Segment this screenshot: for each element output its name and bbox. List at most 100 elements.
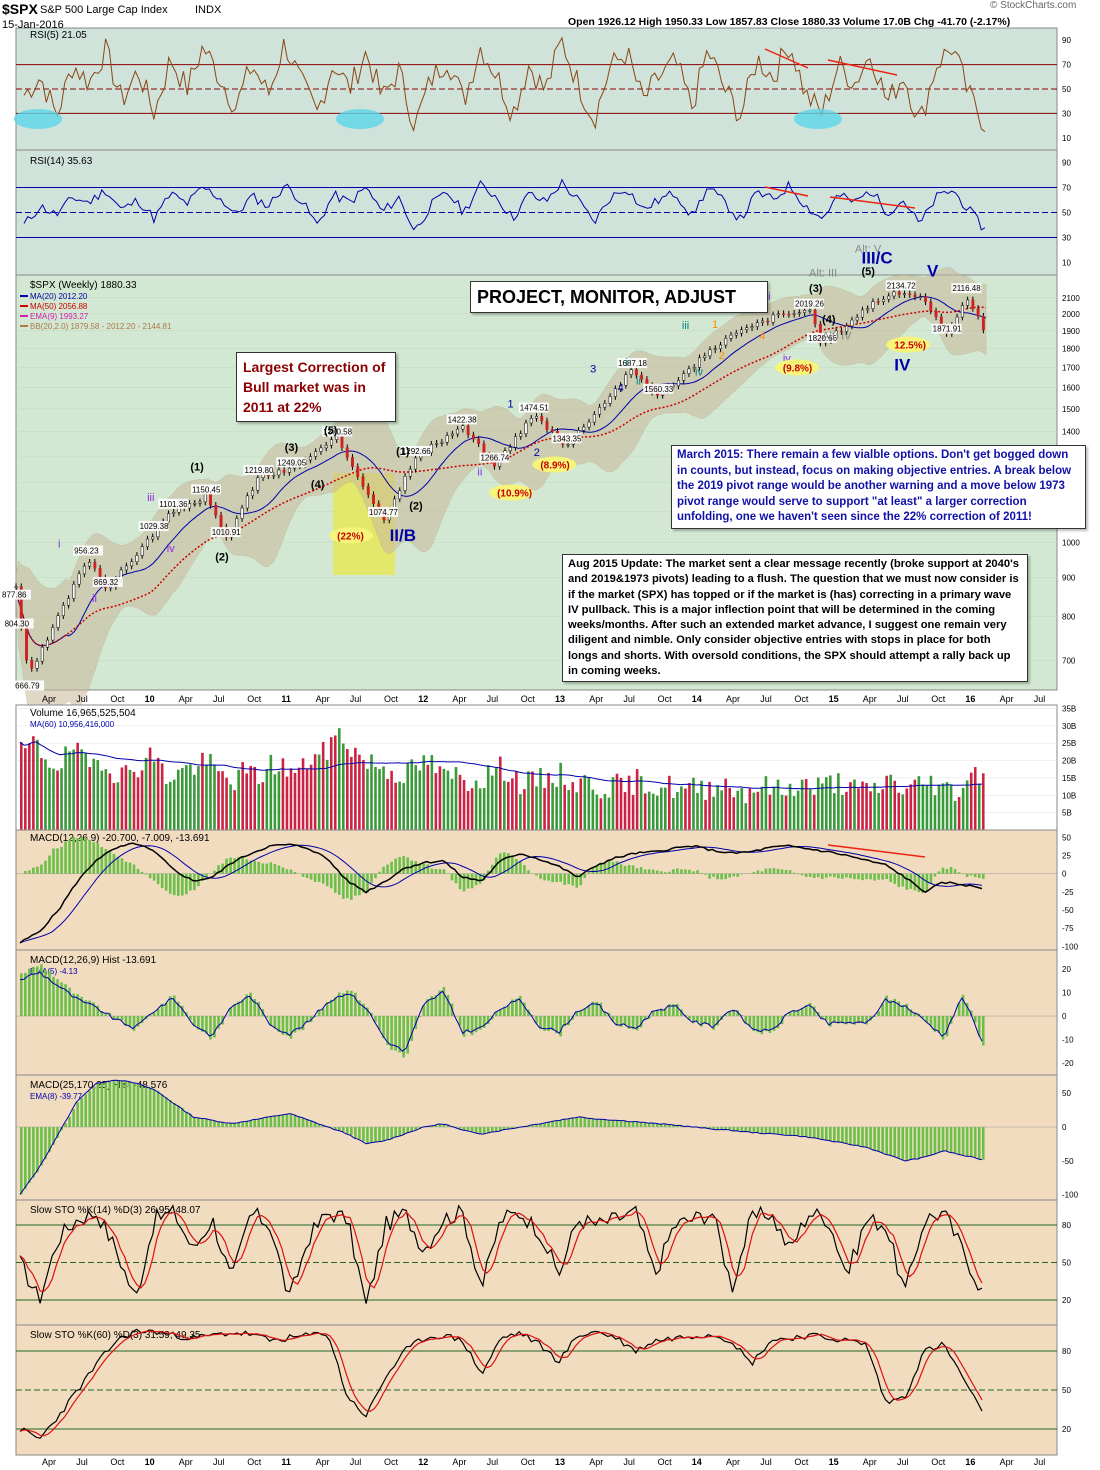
macd-long-bar	[189, 1113, 192, 1128]
price-candle	[603, 403, 607, 408]
x-tick-bottom: 13	[555, 1457, 565, 1467]
macd-hist-bar	[442, 869, 446, 874]
volume-bar	[643, 793, 647, 830]
price-candle	[314, 451, 318, 457]
volume-bar	[293, 772, 297, 830]
volume-bar	[539, 767, 542, 830]
price-tick: 1900	[1062, 327, 1080, 336]
macd-long-bar	[358, 1127, 361, 1140]
x-tick-price: 14	[692, 694, 702, 704]
volume-bar	[869, 791, 872, 830]
macd-long-bar	[833, 1127, 836, 1142]
volume-bar	[688, 783, 691, 830]
macd-long-bar	[672, 1124, 675, 1128]
x-tick-price: Oct	[384, 694, 399, 704]
macd-hist-bar	[32, 867, 35, 874]
macd-long-bar	[120, 1080, 124, 1128]
wave-label: 1	[508, 399, 514, 411]
price-candle	[918, 296, 922, 298]
macd-long-bar	[845, 1127, 848, 1144]
macd-hist-bar	[841, 1016, 844, 1024]
price-candle	[466, 425, 470, 436]
macd-hist-bar	[977, 1016, 981, 1037]
macd-hist-bar	[88, 840, 92, 874]
volume-bar	[724, 778, 727, 830]
wave-label: Alt: III	[809, 267, 837, 279]
macd-hist-bar	[325, 1002, 329, 1017]
macd-hist-bar	[68, 839, 71, 874]
macd-long-bar	[748, 1127, 752, 1132]
volume-bar	[285, 776, 289, 830]
macd-hist-bar	[398, 857, 401, 874]
macd-hist-bar	[523, 1002, 526, 1017]
macd-hist-bar	[176, 1001, 180, 1017]
wave-label: iv	[783, 353, 791, 365]
volume-bar	[881, 789, 884, 830]
macd-hist-bar	[120, 1016, 124, 1021]
macd-long-bar	[772, 1127, 776, 1134]
volume-bar	[362, 760, 365, 830]
volume-bar	[631, 794, 635, 830]
price-candle	[72, 583, 76, 599]
volume-bar	[164, 783, 168, 830]
price-candle	[860, 309, 864, 318]
stoch-k-line	[19, 1204, 983, 1304]
macd-hist-bar	[140, 1016, 144, 1024]
macd-long-bar	[168, 1100, 172, 1128]
volume-bar	[551, 782, 554, 830]
macd-hist-bar	[265, 863, 269, 874]
macd-hist-bar	[374, 1016, 377, 1023]
volume-bar	[181, 767, 184, 830]
volume-bar	[853, 779, 856, 830]
macd-hist-bar	[615, 861, 619, 874]
ma20-line	[15, 296, 987, 647]
volume-bar	[941, 783, 945, 830]
volume-bar	[48, 767, 51, 830]
macd-long-bar	[458, 1127, 462, 1129]
macd-long-bar	[857, 1127, 860, 1146]
price-candle	[598, 406, 602, 415]
macd-hist-bar	[402, 856, 405, 874]
macd-long-bar	[257, 1119, 261, 1128]
rsi14-line	[23, 178, 986, 231]
volume-bar	[563, 784, 566, 830]
macd-long-bar	[297, 1116, 301, 1128]
price-candle	[408, 468, 412, 477]
macd-hist-bar	[132, 864, 136, 874]
macd-hist-bar	[708, 1016, 711, 1026]
macd-hist-bar	[337, 992, 341, 1017]
macd-hist-bar	[808, 1002, 812, 1017]
macd-hist-bar	[756, 1016, 760, 1033]
macd-hist-bar	[796, 1010, 800, 1017]
macd-long-bar	[664, 1123, 667, 1128]
price-tick: 1800	[1062, 345, 1080, 354]
macd-hist-bar	[672, 869, 675, 874]
macd-hist-bar	[152, 873, 156, 881]
macd-hist-bar	[949, 867, 953, 874]
macd-long-bar	[708, 1127, 711, 1129]
macd-hist-bar	[422, 1005, 426, 1017]
x-tick-price: Jul	[213, 694, 225, 704]
macd-hist-bar	[325, 873, 329, 887]
macd-long-bar	[305, 1119, 309, 1128]
macd-long-bar	[587, 1118, 591, 1128]
volume-bar	[486, 765, 490, 830]
volume-bar	[108, 773, 112, 830]
macd-hist-bar	[865, 873, 868, 880]
macd-hist-bar	[257, 861, 261, 874]
macd-long-bar	[486, 1127, 490, 1134]
volume-bar	[575, 792, 579, 830]
price-candle	[803, 310, 807, 313]
macd-hist-bar	[877, 1011, 880, 1017]
volume-bar	[120, 767, 124, 830]
macd-hist-bar	[724, 873, 727, 880]
macd-hist-bar	[885, 873, 888, 879]
volume-bar	[269, 754, 273, 830]
macd-hist-bar	[402, 1016, 405, 1058]
volume-bar	[422, 755, 426, 830]
volume-bar	[680, 786, 683, 830]
macd-long-bar	[792, 1127, 796, 1136]
macd-hist-bar	[470, 873, 474, 889]
volume-bar	[394, 782, 397, 830]
volume-bar	[897, 792, 901, 830]
